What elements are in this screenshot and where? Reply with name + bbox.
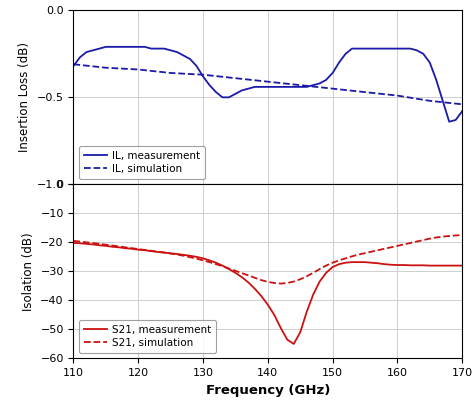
S21, simulation [161, 250, 167, 255]
IL, measurement [284, 84, 290, 89]
IL, measurement [310, 83, 316, 88]
IL, simulation [233, 76, 238, 81]
IL, simulation [459, 102, 465, 107]
IL, measurement [71, 63, 76, 68]
IL, simulation [362, 90, 368, 95]
S21, simulation [310, 270, 316, 275]
IL, simulation [394, 93, 400, 98]
S21, measurement [310, 292, 316, 297]
Legend: IL, measurement, IL, simulation: IL, measurement, IL, simulation [79, 145, 205, 179]
IL, simulation [330, 86, 336, 91]
S21, simulation [414, 239, 419, 244]
IL, simulation [297, 83, 303, 88]
S21, measurement [148, 248, 154, 253]
X-axis label: Frequency (GHz): Frequency (GHz) [206, 384, 330, 397]
Line: S21, simulation: S21, simulation [73, 235, 462, 283]
Line: IL, simulation: IL, simulation [73, 64, 462, 104]
IL, simulation [265, 79, 271, 84]
IL, measurement [414, 48, 419, 53]
S21, measurement [71, 241, 76, 246]
Y-axis label: Isolation (dB): Isolation (dB) [22, 232, 35, 311]
IL, measurement [459, 109, 465, 114]
Line: IL, measurement: IL, measurement [73, 47, 462, 122]
S21, simulation [207, 260, 212, 265]
IL, simulation [103, 65, 109, 70]
S21, measurement [291, 342, 297, 346]
IL, measurement [447, 119, 452, 124]
S21, simulation [278, 281, 283, 286]
IL, simulation [200, 72, 206, 77]
IL, simulation [136, 67, 141, 72]
IL, measurement [168, 48, 173, 53]
S21, simulation [148, 248, 154, 253]
Y-axis label: Insertion Loss (dB): Insertion Loss (dB) [18, 42, 31, 152]
S21, measurement [459, 263, 465, 268]
IL, measurement [103, 44, 109, 49]
S21, measurement [414, 263, 419, 268]
S21, simulation [71, 239, 76, 243]
S21, measurement [207, 258, 212, 263]
S21, measurement [278, 325, 283, 330]
Legend: S21, measurement, S21, simulation: S21, measurement, S21, simulation [79, 320, 217, 353]
S21, measurement [161, 250, 167, 255]
Line: S21, measurement: S21, measurement [73, 243, 462, 344]
IL, simulation [71, 62, 76, 67]
IL, simulation [168, 70, 173, 75]
S21, simulation [459, 233, 465, 238]
IL, measurement [213, 90, 219, 95]
IL, simulation [427, 98, 433, 103]
IL, measurement [155, 46, 161, 51]
S21, simulation [284, 281, 290, 286]
